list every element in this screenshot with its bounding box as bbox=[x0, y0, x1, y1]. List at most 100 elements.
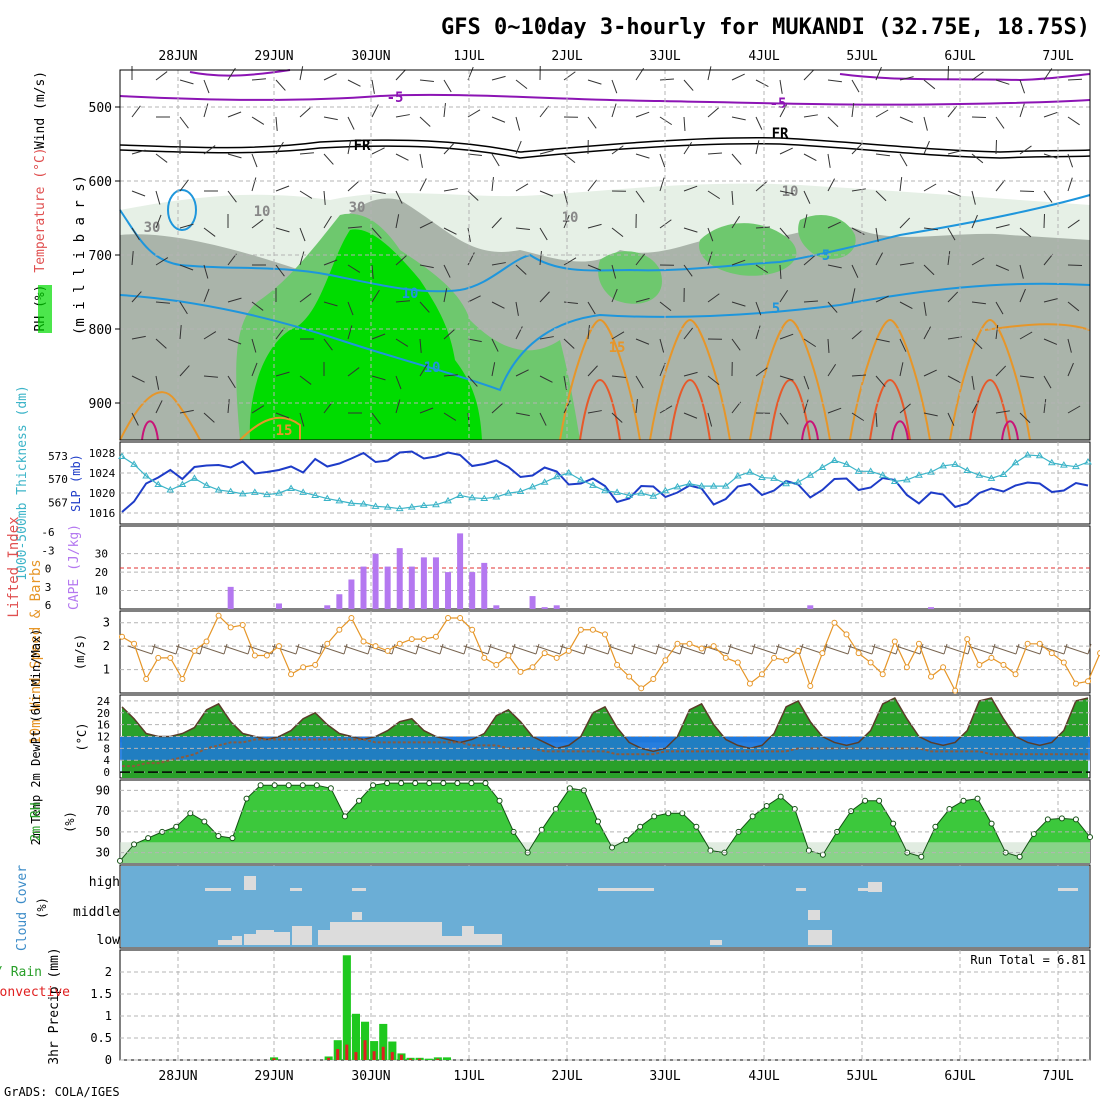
wind-barb bbox=[299, 66, 304, 81]
thickness-marker bbox=[432, 500, 440, 508]
wind-barb bbox=[1019, 103, 1025, 118]
bottom-day-label: 6JUL bbox=[944, 1069, 975, 1084]
wind-barb bbox=[203, 264, 209, 279]
wind-barb bbox=[611, 412, 623, 423]
wind-barb bbox=[467, 412, 470, 427]
wind-barb bbox=[755, 79, 769, 88]
wind-barb bbox=[443, 143, 454, 155]
wind-barb bbox=[1019, 331, 1033, 340]
thickness-marker bbox=[190, 474, 199, 481]
isotherm-15 bbox=[119, 391, 201, 441]
rh-marker bbox=[131, 841, 138, 848]
wind-barb bbox=[323, 259, 338, 266]
wind-barb bbox=[875, 66, 882, 81]
wind-barb bbox=[491, 403, 503, 414]
wind-speed-marker bbox=[167, 654, 174, 661]
isotherm-15 bbox=[949, 318, 1031, 441]
wind-barb bbox=[391, 645, 417, 655]
isotherm-25 bbox=[891, 420, 909, 441]
wind-barb bbox=[751, 645, 777, 655]
wind-barb bbox=[851, 264, 859, 278]
precip-tick-label: 0 bbox=[105, 1053, 112, 1067]
slp-panel: 1016 1020 1024 1028 567 570 573 bbox=[48, 441, 1092, 525]
wind-speed-marker bbox=[239, 622, 246, 629]
wind-barb bbox=[971, 257, 985, 266]
wind-barb bbox=[923, 369, 937, 377]
wind-barb bbox=[755, 325, 761, 340]
wind-barb bbox=[731, 116, 746, 121]
wind10-axis-label: 10m Wind Speed & Barbs bbox=[28, 559, 44, 744]
wind-barb bbox=[203, 227, 216, 237]
wind-speed-marker bbox=[1048, 650, 1055, 657]
slp-tick-label: 1024 bbox=[89, 467, 116, 480]
wind-barb bbox=[827, 116, 839, 128]
wind-barb bbox=[803, 255, 815, 266]
lifted-tick-label: 0 bbox=[45, 563, 52, 576]
wind-barb bbox=[587, 264, 602, 271]
wind-barb bbox=[683, 412, 698, 419]
cape-bar bbox=[360, 566, 367, 609]
temperature-axis-label: Temperature (°C) bbox=[33, 147, 48, 272]
bottom-day-label: 4JUL bbox=[748, 1069, 779, 1084]
wind-speed-marker bbox=[650, 675, 657, 682]
rh-marker bbox=[370, 782, 377, 789]
rh-marker bbox=[609, 844, 616, 851]
thickness-marker bbox=[347, 499, 356, 506]
wind-barb bbox=[323, 338, 333, 351]
rh-marker bbox=[623, 837, 630, 844]
precip-total-bar bbox=[351, 1013, 360, 1060]
wind-barb bbox=[323, 190, 326, 205]
cloud-axis-label: Cloud Cover bbox=[15, 865, 30, 951]
thickness-marker bbox=[951, 460, 960, 467]
isotherm-15 bbox=[559, 318, 641, 441]
thickness-marker bbox=[142, 472, 151, 479]
wind-barb bbox=[131, 105, 141, 118]
wind-speed-marker bbox=[517, 668, 524, 675]
wind-barb bbox=[131, 149, 146, 155]
wind-speed-marker bbox=[469, 626, 476, 633]
wind-barb bbox=[227, 375, 236, 389]
wind-barb bbox=[679, 643, 684, 655]
thickness-marker bbox=[323, 494, 332, 502]
precip-total-bar bbox=[388, 1041, 397, 1060]
wind-barb bbox=[347, 367, 360, 377]
wind-barb bbox=[155, 153, 168, 163]
wind-barb bbox=[635, 253, 646, 266]
wind-barb bbox=[1067, 116, 1080, 126]
top-day-label: 3JUL bbox=[649, 49, 680, 64]
wind-barb bbox=[539, 105, 550, 118]
thickness-marker bbox=[1011, 458, 1020, 466]
dewpoint-line bbox=[122, 738, 1088, 768]
wind-speed-marker bbox=[698, 645, 705, 652]
temp-tick-label: 24 bbox=[97, 695, 111, 708]
rh-marker bbox=[215, 833, 222, 840]
thickness-marker bbox=[794, 478, 803, 485]
thickness-marker bbox=[661, 486, 670, 494]
wind-barb bbox=[875, 190, 887, 202]
cape-bar bbox=[445, 572, 452, 609]
wind-barb bbox=[539, 336, 554, 340]
wind-barb bbox=[943, 643, 948, 655]
cape-bar bbox=[396, 548, 403, 609]
wind-barb bbox=[491, 217, 502, 229]
thickness-marker bbox=[166, 486, 175, 493]
contour-label: 10 bbox=[782, 184, 799, 200]
thickness-marker bbox=[311, 491, 320, 498]
wind-barb bbox=[827, 338, 830, 354]
wind-barb bbox=[371, 227, 382, 239]
wind-barb bbox=[851, 103, 855, 118]
thickness-marker bbox=[504, 489, 513, 496]
wind-barb bbox=[515, 183, 529, 192]
wind-barb bbox=[851, 188, 866, 192]
rh-marker bbox=[876, 797, 883, 804]
wind-barb bbox=[535, 645, 561, 655]
rh-marker bbox=[271, 782, 278, 789]
cape-bar bbox=[275, 603, 282, 609]
wind-barb bbox=[539, 375, 553, 383]
wind-barb bbox=[395, 214, 400, 229]
wind-speed-marker bbox=[867, 659, 874, 666]
wind-speed-marker bbox=[312, 661, 319, 668]
low-cloud-bar bbox=[808, 930, 832, 945]
